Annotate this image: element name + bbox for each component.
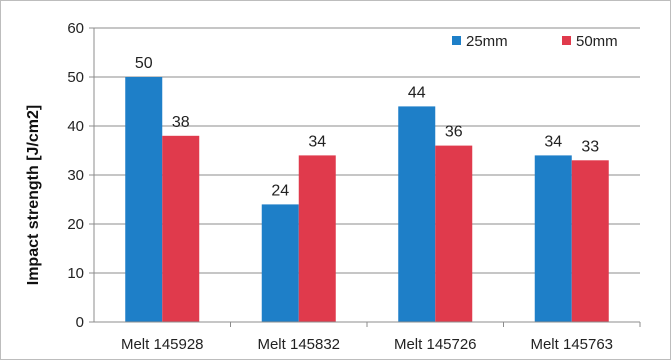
x-tick-label: Melt 145928	[121, 336, 204, 353]
bar-25mm-melt-145832	[261, 204, 299, 322]
data-label: 36	[445, 124, 463, 141]
legend-label: 25mm	[466, 33, 508, 50]
y-tick-labels: 0 10 20 30 40 50 60	[67, 20, 84, 331]
legend-label: 50mm	[576, 33, 618, 50]
data-label: 38	[172, 114, 190, 131]
y-tick-label: 60	[67, 20, 84, 37]
y-tick-label: 20	[67, 216, 84, 233]
y-tick-label: 30	[67, 167, 84, 184]
axes	[89, 27, 641, 327]
y-tick-label: 40	[67, 118, 84, 135]
legend-swatch	[452, 36, 461, 45]
legend: 25mm 50mm	[452, 33, 618, 50]
y-tick-label: 10	[67, 265, 84, 282]
x-tick-label: Melt 145832	[257, 336, 340, 353]
bar-50mm-melt-145763	[571, 160, 609, 322]
bar-50mm-melt-145928	[162, 135, 200, 322]
data-label: 34	[308, 133, 326, 150]
bars	[125, 77, 609, 323]
legend-swatch	[562, 36, 571, 45]
data-label: 50	[135, 55, 153, 72]
x-tick-label: Melt 145763	[530, 336, 613, 353]
y-tick-label: 50	[67, 69, 84, 86]
bar-25mm-melt-145763	[534, 155, 572, 322]
x-tick-label: Melt 145726	[394, 336, 477, 353]
data-labels: 50 38 24 34 44 36 34 33	[135, 55, 599, 199]
bar-50mm-melt-145726	[435, 145, 473, 322]
data-label: 34	[544, 133, 562, 150]
x-tick-labels: Melt 145928 Melt 145832 Melt 145726 Melt 14…	[121, 336, 613, 353]
data-label: 33	[581, 138, 599, 155]
data-label: 44	[408, 84, 426, 101]
data-label: 24	[271, 182, 289, 199]
y-tick-label: 0	[76, 314, 84, 331]
bar-50mm-melt-145832	[298, 155, 336, 322]
bar-25mm-melt-145726	[398, 106, 436, 323]
y-axis-title: Impact strength [J/cm2]	[25, 105, 42, 285]
bar-25mm-melt-145928	[125, 77, 163, 322]
